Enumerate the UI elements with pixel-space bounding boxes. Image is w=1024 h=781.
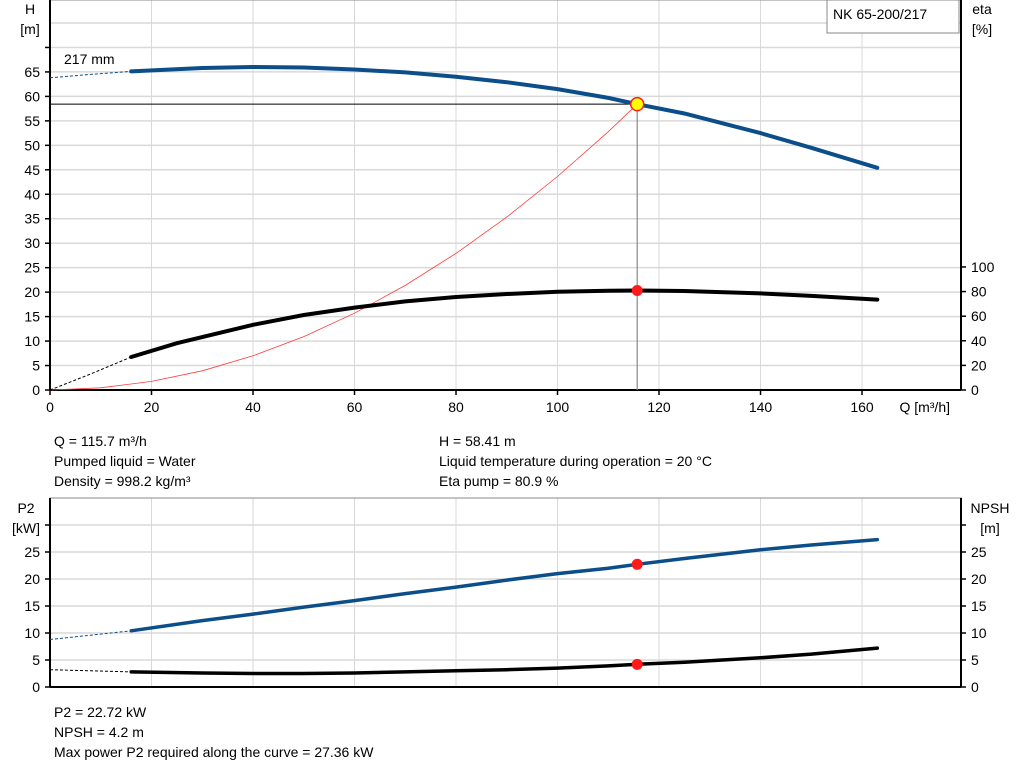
system-curve [49, 103, 638, 391]
y2-tick-label: 20 [971, 571, 987, 587]
info-max-power: Max power P2 required along the curve = … [54, 744, 374, 760]
info-npsh: NPSH = 4.2 m [54, 724, 144, 740]
y-tick-label: 5 [32, 652, 40, 668]
info-top-left: Q = 115.7 m³/h Pumped liquid = Water Den… [54, 431, 196, 491]
info-head: H = 58.41 m [439, 433, 516, 449]
y-tick-label: 15 [24, 598, 40, 614]
npsh-axis-unit: [m] [980, 520, 999, 536]
y2-tick-label: 10 [971, 625, 987, 641]
y2-tick-label: 0 [971, 382, 979, 398]
y-tick-label: 30 [24, 235, 40, 251]
y-tick-label: 25 [24, 260, 40, 276]
y-tick-label: 0 [32, 679, 40, 695]
y2-axis-unit: [%] [972, 21, 992, 37]
y-tick-label: 10 [24, 333, 40, 349]
y2-tick-label: 40 [971, 333, 987, 349]
x-tick-label: 100 [546, 399, 570, 415]
x-tick-label: 60 [347, 399, 363, 415]
y2-tick-label: 60 [971, 308, 987, 324]
head-operating-point [629, 96, 645, 112]
y-tick-label: 35 [24, 211, 40, 227]
efficiency-curve-extrapolated [49, 356, 132, 391]
npsh-curve-extrapolated [49, 669, 132, 673]
curve-label: 217 mm [64, 51, 115, 67]
info-eta: Eta pump = 80.9 % [439, 473, 559, 489]
info-top-right: H = 58.41 m Liquid temperature during op… [439, 431, 712, 491]
x-tick-label: 20 [144, 399, 160, 415]
y2-tick-label: 20 [971, 357, 987, 373]
p2-axis-label: P2 [17, 500, 34, 516]
info-bottom: P2 = 22.72 kW NPSH = 4.2 m Max power P2 … [54, 702, 373, 762]
title-box-text: NK 65-200/217 [833, 6, 927, 22]
info-density: Density = 998.2 kg/m³ [54, 473, 191, 489]
y-tick-label: 10 [24, 625, 40, 641]
y-tick-label: 15 [24, 309, 40, 325]
p2-curve-operating-point [631, 558, 643, 570]
y2-tick-label: 0 [971, 679, 979, 695]
y2-tick-label: 15 [971, 598, 987, 614]
npsh-axis-label: NPSH [971, 500, 1010, 516]
efficiency-curve [129, 288, 880, 359]
info-flow: Q = 115.7 m³/h [54, 433, 147, 449]
npsh-curve [129, 646, 880, 676]
info-liquid: Pumped liquid = Water [54, 453, 196, 469]
y-tick-label: 50 [24, 137, 40, 153]
x-tick-label: 140 [749, 399, 773, 415]
y-tick-label: 20 [24, 571, 40, 587]
p2-curve [129, 537, 880, 633]
info-p2: P2 = 22.72 kW [54, 704, 147, 720]
efficiency-operating-point [631, 284, 643, 296]
x-tick-label: 0 [46, 399, 54, 415]
y-tick-label: 60 [24, 88, 40, 104]
y2-tick-label: 100 [971, 259, 995, 275]
y2-tick-label: 80 [971, 284, 987, 300]
y-tick-label: 55 [24, 113, 40, 129]
y-tick-label: 20 [24, 284, 40, 300]
y2-axis-label: eta [972, 1, 992, 17]
x-axis-label: Q [m³/h] [899, 399, 950, 415]
plot-frame-lower [49, 497, 962, 688]
info-temperature: Liquid temperature during operation = 20… [439, 453, 712, 469]
y-tick-label: 0 [32, 382, 40, 398]
y2-tick-label: 25 [971, 544, 987, 560]
p2-axis-unit: [kW] [12, 520, 40, 536]
head-curve-extrapolated [49, 70, 132, 79]
npsh-curve-operating-point [631, 658, 643, 670]
x-tick-label: 80 [448, 399, 464, 415]
p2-curve-extrapolated [49, 630, 132, 640]
y-axis-label: H [25, 1, 35, 17]
y-tick-label: 65 [24, 64, 40, 80]
x-tick-label: 160 [850, 399, 874, 415]
y-tick-label: 40 [24, 186, 40, 202]
y-tick-label: 45 [24, 162, 40, 178]
y-tick-label: 25 [24, 544, 40, 560]
head-curve [129, 64, 880, 170]
y2-tick-label: 5 [971, 652, 979, 668]
title-box [826, 0, 960, 34]
x-tick-label: 120 [647, 399, 671, 415]
y-axis-unit: [m] [20, 21, 39, 37]
y-tick-label: 5 [32, 358, 40, 374]
x-tick-label: 40 [245, 399, 261, 415]
